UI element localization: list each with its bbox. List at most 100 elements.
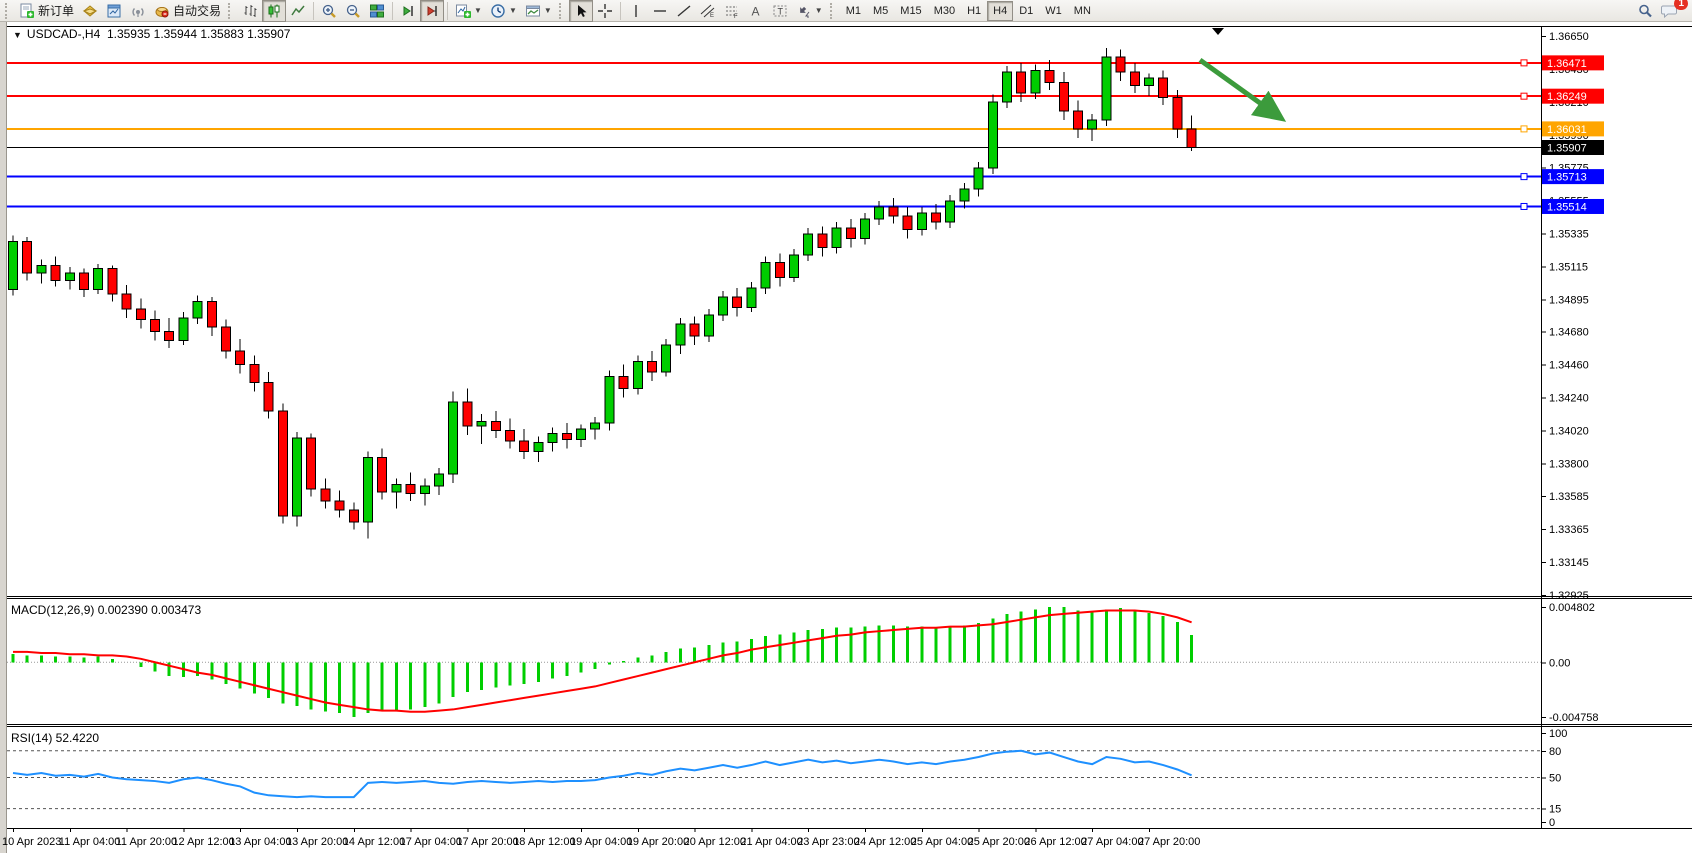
cursor-icon bbox=[573, 3, 589, 19]
crosshair-icon bbox=[597, 3, 613, 19]
zoom-out-button[interactable] bbox=[341, 0, 365, 22]
svg-text:11 Apr 20:00: 11 Apr 20:00 bbox=[116, 836, 178, 848]
svg-text:0.004802: 0.004802 bbox=[1549, 602, 1595, 614]
tile-windows-button[interactable] bbox=[365, 0, 389, 22]
svg-text:1.34460: 1.34460 bbox=[1549, 360, 1589, 372]
clock-icon bbox=[490, 3, 506, 19]
svg-text:-0.004758: -0.004758 bbox=[1549, 712, 1599, 724]
text-icon: A bbox=[748, 3, 764, 19]
gold-book-icon bbox=[82, 3, 98, 19]
svg-text:F: F bbox=[734, 14, 738, 19]
svg-text:1.36471: 1.36471 bbox=[1547, 58, 1587, 70]
toolbar-separator bbox=[447, 1, 449, 20]
new-order-icon bbox=[19, 3, 35, 19]
line-chart-icon bbox=[290, 3, 306, 19]
price-tag bbox=[1542, 139, 1604, 155]
svg-text:17 Apr 20:00: 17 Apr 20:00 bbox=[456, 836, 518, 848]
zoom-in-button[interactable] bbox=[317, 0, 341, 22]
svg-text:17 Apr 04:00: 17 Apr 04:00 bbox=[400, 836, 462, 848]
line-chart-type-button[interactable] bbox=[286, 0, 310, 22]
rsi-indicator-label: RSI(14) 52.4220 bbox=[11, 731, 100, 745]
svg-text:10 Apr 2023: 10 Apr 2023 bbox=[2, 836, 61, 848]
trend-arrow-object[interactable] bbox=[1198, 57, 1287, 122]
timeframe-h1-button[interactable]: H1 bbox=[967, 4, 982, 17]
svg-text:1.35115: 1.35115 bbox=[1549, 261, 1588, 273]
bar-chart-type-button[interactable] bbox=[238, 0, 262, 22]
rsi-panel: 100 80 50 150 bbox=[7, 728, 1567, 829]
indicators-button[interactable]: ▼ bbox=[451, 0, 486, 22]
svg-text:1.34895: 1.34895 bbox=[1549, 294, 1589, 306]
toolbar-grip[interactable] bbox=[829, 2, 837, 19]
chart-shift-marker[interactable] bbox=[1212, 28, 1224, 35]
search-button[interactable] bbox=[1633, 0, 1657, 22]
hline-handle[interactable] bbox=[1520, 202, 1528, 210]
timeframe-m30-button[interactable]: M30 bbox=[933, 4, 956, 17]
candlestick-chart-type-button[interactable] bbox=[262, 0, 287, 22]
timeframe-m15-button[interactable]: M15 bbox=[900, 4, 922, 17]
ohlc-toggle-icon[interactable]: ▼ bbox=[13, 30, 22, 40]
chart-window: 1.366501.364301.362101.359901.357751.355… bbox=[0, 22, 1692, 853]
svg-text:1.34680: 1.34680 bbox=[1549, 327, 1589, 339]
svg-text:20 Apr 12:00: 20 Apr 12:00 bbox=[684, 836, 746, 848]
market-book-button[interactable] bbox=[78, 0, 102, 22]
horizontal-line-objects[interactable]: 1.36471 1.36249 1.36031 1.35907 1.35713 1.355… bbox=[7, 55, 1604, 214]
toolbar-grip[interactable] bbox=[228, 2, 235, 19]
horizontal-line-tool-button[interactable] bbox=[648, 0, 672, 22]
templates-button[interactable]: ▼ bbox=[521, 0, 556, 22]
tile-windows-icon bbox=[369, 3, 385, 19]
svg-text:23 Apr 23:00: 23 Apr 23:00 bbox=[797, 836, 859, 848]
text-label-tool-button[interactable]: T bbox=[768, 0, 792, 22]
svg-text:19 Apr 04:00: 19 Apr 04:00 bbox=[570, 836, 632, 848]
auto-scroll-button[interactable] bbox=[396, 0, 420, 22]
ohlc-values: 1.35935 1.35944 1.35883 1.35907 bbox=[106, 27, 291, 41]
chart-shift-button[interactable] bbox=[420, 0, 445, 22]
svg-text:27 Apr 04:00: 27 Apr 04:00 bbox=[1081, 836, 1143, 848]
chat-button[interactable]: 1 bbox=[1657, 0, 1688, 22]
equidistant-channel-tool-button[interactable]: E bbox=[696, 0, 720, 22]
new-order-button[interactable]: 新订单 bbox=[15, 0, 78, 22]
svg-text:E: E bbox=[710, 13, 714, 19]
text-label-icon: T bbox=[772, 3, 788, 19]
fibonacci-icon: F bbox=[724, 3, 740, 19]
svg-text:13 Apr 20:00: 13 Apr 20:00 bbox=[286, 836, 348, 848]
macd-signal-line bbox=[13, 609, 1192, 713]
chart-background bbox=[0, 22, 1692, 853]
crosshair-tool-button[interactable] bbox=[593, 0, 617, 22]
timeframe-m5-button[interactable]: M5 bbox=[873, 4, 889, 17]
timeframe-h4-button[interactable]: H4 bbox=[987, 0, 1014, 21]
timeframe-d1-button[interactable]: D1 bbox=[1019, 4, 1034, 17]
toolbar-grip[interactable] bbox=[558, 2, 566, 19]
hline-handle[interactable] bbox=[1520, 173, 1528, 181]
vertical-line-tool-button[interactable] bbox=[624, 0, 648, 22]
hline-handle[interactable] bbox=[1520, 59, 1528, 67]
svg-text:14 Apr 12:00: 14 Apr 12:00 bbox=[343, 836, 405, 848]
trendline-tool-button[interactable] bbox=[672, 0, 696, 22]
autotrading-button[interactable]: 自动交易 bbox=[150, 0, 225, 22]
toolbar-grip[interactable] bbox=[5, 2, 12, 19]
svg-text:1.35907: 1.35907 bbox=[1547, 142, 1587, 154]
bar-chart-icon bbox=[242, 3, 258, 19]
periods-button[interactable]: ▼ bbox=[486, 0, 521, 22]
arrows-tool-button[interactable]: ▼ bbox=[792, 0, 827, 22]
panel-borders bbox=[7, 26, 1692, 829]
chart-window-button[interactable] bbox=[102, 0, 126, 22]
timeframe-w1-button[interactable]: W1 bbox=[1045, 4, 1062, 17]
cursor-tool-button[interactable] bbox=[568, 0, 593, 22]
svg-text:1.32925: 1.32925 bbox=[1549, 590, 1589, 602]
macd-histogram bbox=[11, 607, 1194, 717]
signals-button[interactable] bbox=[126, 0, 150, 22]
svg-text:1.35335: 1.35335 bbox=[1549, 228, 1589, 240]
notification-badge: 1 bbox=[1674, 0, 1688, 10]
arrows-dropdown-caret: ▼ bbox=[814, 5, 823, 15]
svg-text:1.36031: 1.36031 bbox=[1547, 124, 1587, 136]
text-tool-button[interactable]: A bbox=[744, 0, 768, 22]
hline-handle[interactable] bbox=[1520, 92, 1528, 100]
signal-icon bbox=[130, 3, 146, 19]
svg-text:25 Apr 20:00: 25 Apr 20:00 bbox=[968, 836, 1030, 848]
hline-handle[interactable] bbox=[1520, 125, 1528, 133]
templates-dropdown-caret: ▼ bbox=[543, 5, 552, 15]
timeframe-mn-button[interactable]: MN bbox=[1073, 4, 1091, 17]
fibonacci-tool-button[interactable]: F bbox=[720, 0, 744, 22]
timeframe-m1-button[interactable]: M1 bbox=[845, 4, 861, 17]
